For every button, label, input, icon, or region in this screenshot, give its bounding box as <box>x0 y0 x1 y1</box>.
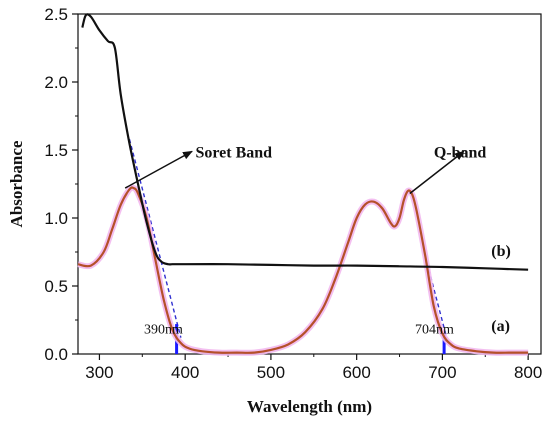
series-b-line <box>81 13 529 271</box>
tangent-line <box>128 138 182 338</box>
wavelength-label: 390nm <box>144 323 183 338</box>
x-tick-label: 600 <box>342 363 370 382</box>
y-tick-label: 0.5 <box>44 277 68 296</box>
annotations: Soret Band Q-band (b) (a) 390nm 704nm <box>124 144 511 338</box>
x-axis-label: Wavelength (nm) <box>247 397 372 416</box>
annotation-arrow <box>124 150 193 189</box>
y-tick-label: 2.0 <box>44 73 68 92</box>
x-tick-label: 800 <box>514 363 542 382</box>
tangent-lines <box>128 138 448 338</box>
x-tick-label: 400 <box>171 363 199 382</box>
series-label: (a) <box>491 318 510 335</box>
y-tick-label: 2.5 <box>44 5 68 24</box>
wavelength-label: 704nm <box>415 323 454 338</box>
series-lines <box>77 13 529 356</box>
annotation-label: Q-band <box>434 144 487 161</box>
y-axis-label: Absorbance <box>7 140 26 227</box>
x-tick-label: 300 <box>85 363 113 382</box>
series-label: (b) <box>491 243 511 260</box>
annotation-arrow <box>409 150 465 195</box>
x-tick-label: 500 <box>257 363 285 382</box>
series-a-line <box>77 186 529 354</box>
y-tick-label: 1.0 <box>44 209 68 228</box>
y-tick-label: 1.5 <box>44 141 68 160</box>
y-tick-label: 0.0 <box>44 345 68 364</box>
annotation-label: Soret Band <box>195 144 272 161</box>
plot-frame <box>77 13 542 355</box>
axes: 300 400 500 600 700 800 0.0 0.5 1.0 1.5 2.0 2.5 <box>44 5 542 382</box>
x-tick-label: 700 <box>428 363 456 382</box>
